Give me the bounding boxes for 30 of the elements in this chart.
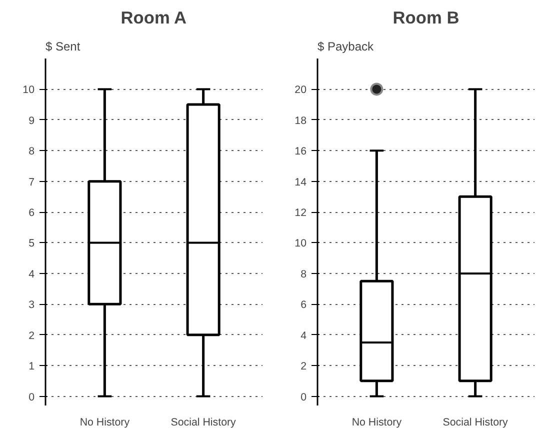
y-tick-label: 12 <box>294 207 307 220</box>
chart-title: Room A <box>120 8 188 28</box>
y-tick-label: 14 <box>294 176 307 188</box>
y-tick-label: 4 <box>300 330 307 342</box>
y-tick-label: 4 <box>28 268 35 280</box>
chart-title: Room B <box>392 8 460 28</box>
y-tick-label: 6 <box>300 299 307 312</box>
x-tick-label: No History <box>352 416 402 428</box>
y-axis-title: $ Sent <box>46 40 81 54</box>
y-tick-label: 7 <box>28 176 35 188</box>
y-tick-label: 20 <box>294 84 307 96</box>
y-tick-label: 18 <box>294 114 307 127</box>
y-tick-label: 10 <box>22 84 35 96</box>
y-tick-label: 2 <box>28 330 35 342</box>
y-tick-label: 16 <box>294 146 307 158</box>
y-tick-label: 0 <box>300 391 307 404</box>
y-tick-label: 0 <box>28 391 35 404</box>
x-tick-label: Social History <box>442 416 509 428</box>
y-tick-label: 2 <box>300 360 307 373</box>
y-tick-label: 10 <box>294 238 307 250</box>
y-tick-label: 6 <box>28 207 35 220</box>
x-tick-label: No History <box>80 416 130 428</box>
y-tick-label: 3 <box>28 299 35 312</box>
y-tick-label: 8 <box>28 146 35 158</box>
y-axis-title: $ Payback <box>318 40 375 54</box>
y-tick-label: 8 <box>300 268 307 280</box>
y-tick-label: 5 <box>28 238 35 250</box>
y-tick-label: 1 <box>28 360 35 373</box>
x-tick-label: Social History <box>170 416 237 428</box>
y-tick-label: 9 <box>28 114 35 127</box>
